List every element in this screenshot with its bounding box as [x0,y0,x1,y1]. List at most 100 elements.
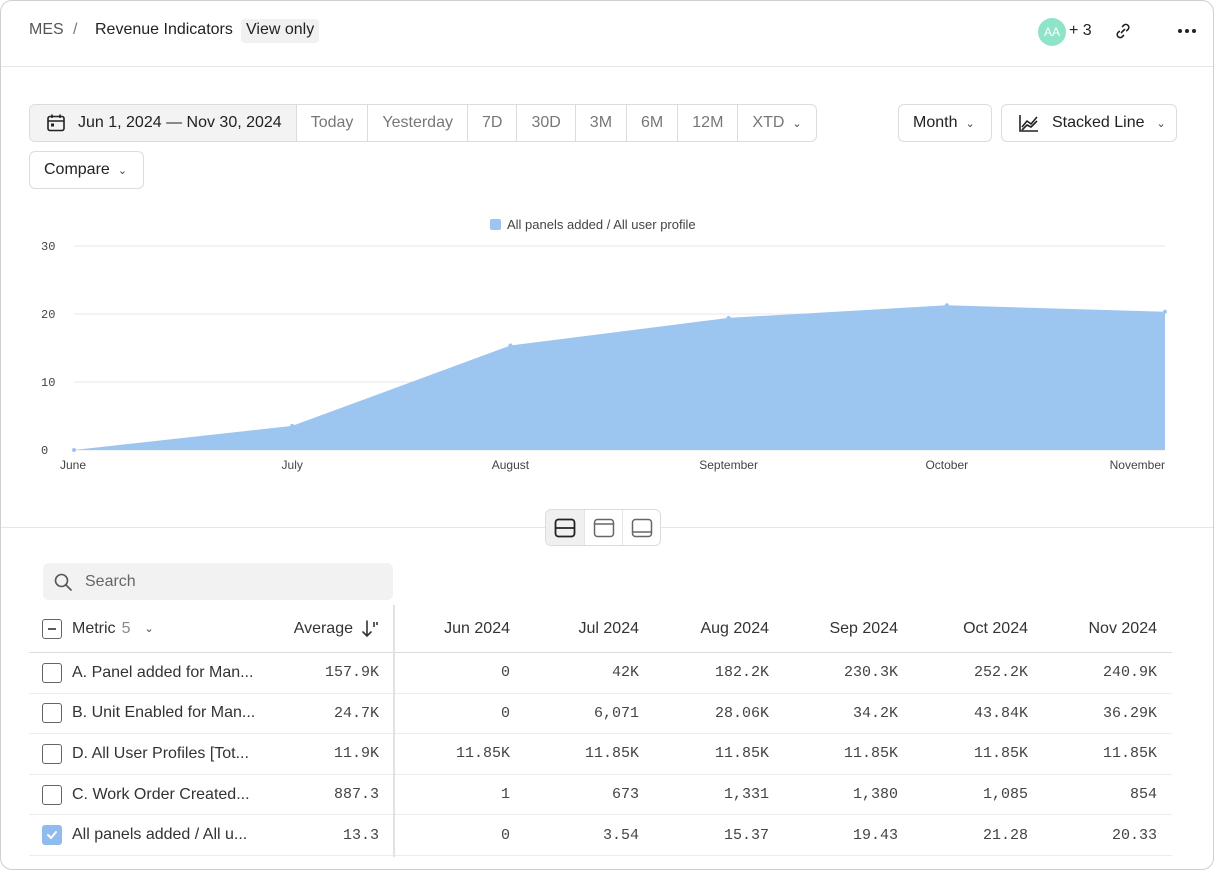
preset-12m[interactable]: 12M [677,105,737,141]
select-all-checkbox[interactable] [42,618,62,639]
chevron-down-icon[interactable]: ⌄ [144,623,154,635]
x-tick-label: October [925,458,968,472]
table-row[interactable]: All panels added / All u... 13.3 0 3.54 15.3… [29,815,1172,856]
metrics-table: Metric 5 ⌄ Average Jun 2024 Jul 2024 Aug… [29,605,1172,856]
row-checkbox[interactable] [42,703,62,724]
column-divider[interactable] [393,605,395,857]
date-range-picker[interactable]: Jun 1, 2024 — Nov 30, 2024 [30,105,296,141]
data-point [726,315,731,320]
month-value: 28.06K [714,704,769,722]
average-value: 11.9K [333,745,379,763]
metric-name[interactable]: C. Work Order Created... [72,785,250,803]
layout-split-button[interactable] [546,510,584,545]
metric-name[interactable]: All panels added / All u... [72,826,248,844]
data-point [72,448,76,452]
interval-label: Month [913,114,958,131]
month-value: 0 [500,826,510,844]
legend-swatch [490,219,501,230]
chevron-down-icon: ⌄ [1156,117,1166,130]
metric-header-label: Metric [72,619,116,637]
metric-cell: All panels added / All u... [42,815,272,855]
month-value: 1,085 [982,786,1028,804]
preset-6m[interactable]: 6M [626,105,677,141]
month-value: 34.2K [852,704,898,722]
view-only-badge: View only [241,19,320,43]
search-input[interactable] [85,572,365,591]
data-point [944,303,949,308]
table-row[interactable]: C. Work Order Created... 887.3 1 673 1,331 1,… [29,775,1172,816]
month-value: 42K [611,664,639,682]
month-header-nov[interactable]: Nov 2024 [1088,619,1158,637]
metric-name[interactable]: A. Panel added for Man... [72,663,254,681]
preset-30d[interactable]: 30D [516,105,574,141]
metric-header: Metric 5 ⌄ [42,605,282,652]
compare-dropdown[interactable]: Compare ⌄ [29,151,144,189]
month-header-jun[interactable]: Jun 2024 [444,619,510,637]
month-value: 1 [500,786,510,804]
extra-users-count[interactable]: + 3 [1069,22,1092,39]
preset-yesterday[interactable]: Yesterday [367,105,467,141]
breadcrumb-root[interactable]: MES [29,21,64,38]
layout-table-button[interactable] [622,510,660,545]
sort-descending-icon [362,619,378,637]
interval-dropdown[interactable]: Month ⌄ [898,104,992,142]
month-header-aug[interactable]: Aug 2024 [700,619,769,637]
month-value: 240.9K [1102,664,1157,682]
y-tick-label: 10 [41,376,55,390]
preset-7d[interactable]: 7D [466,105,516,141]
avatar[interactable]: AA [1038,18,1066,46]
page-title: Revenue Indicators [95,21,233,38]
chevron-down-icon: ⌄ [792,117,802,130]
month-value: 21.28 [982,826,1028,844]
row-checkbox[interactable] [42,743,62,764]
search-icon [54,573,72,591]
chevron-down-icon: ⌄ [965,117,975,130]
data-point [1163,309,1167,314]
y-tick-label: 30 [41,240,55,254]
x-tick-label: July [282,458,303,472]
row-checkbox[interactable] [42,662,62,683]
month-header-oct[interactable]: Oct 2024 [963,619,1028,637]
month-value: 1,331 [723,786,769,804]
average-header[interactable]: Average [259,605,379,652]
x-tick-label: September [699,458,758,472]
month-value: 15.37 [723,826,769,844]
chart-only-view-icon [593,518,614,537]
more-options-icon[interactable] [1175,21,1199,41]
line-chart-icon [1019,115,1038,132]
table-row[interactable]: D. All User Profiles [Tot... 11.9K 11.85K 1… [29,734,1172,775]
chart-type-dropdown[interactable]: Stacked Line ⌄ [1001,104,1177,142]
month-value: 673 [611,786,639,804]
month-value: 0 [500,664,510,682]
table-row[interactable]: A. Panel added for Man... 157.9K 0 42K 182.2… [29,653,1172,694]
month-value: 11.85K [1102,745,1157,763]
row-checkbox[interactable] [42,825,62,846]
layout-chart-button[interactable] [584,510,622,545]
link-icon[interactable] [1113,21,1133,41]
breadcrumb-separator: / [73,21,78,38]
layout-toggle [545,509,661,546]
date-range-label: Jun 1, 2024 — Nov 30, 2024 [78,114,282,131]
top-bar: MES / Revenue Indicators View only AA + … [1,1,1213,67]
preset-today[interactable]: Today [295,105,368,141]
metric-cell: A. Panel added for Man... [42,653,272,693]
calendar-icon [47,114,65,132]
month-header-jul[interactable]: Jul 2024 [578,619,640,637]
table-header: Metric 5 ⌄ Average Jun 2024 Jul 2024 Aug… [29,605,1172,653]
average-header-label: Average [293,619,353,637]
month-value: 252.2K [973,664,1028,682]
month-value: 36.29K [1102,704,1157,722]
chart-legend[interactable]: All panels added / All user profile [490,217,696,232]
average-value: 24.7K [333,704,379,722]
y-tick-label: 0 [41,444,48,458]
month-value: 182.2K [714,664,769,682]
month-value: 6,071 [593,704,639,722]
month-header-sep[interactable]: Sep 2024 [829,619,898,637]
preset-xtd[interactable]: XTD ⌄ [737,105,815,141]
preset-3m[interactable]: 3M [574,105,626,141]
compare-label: Compare [44,161,110,178]
metric-name[interactable]: B. Unit Enabled for Man... [72,704,256,722]
metric-name[interactable]: D. All User Profiles [Tot... [72,744,249,762]
row-checkbox[interactable] [42,784,62,805]
table-row[interactable]: B. Unit Enabled for Man... 24.7K 0 6,071 28.… [29,694,1172,735]
